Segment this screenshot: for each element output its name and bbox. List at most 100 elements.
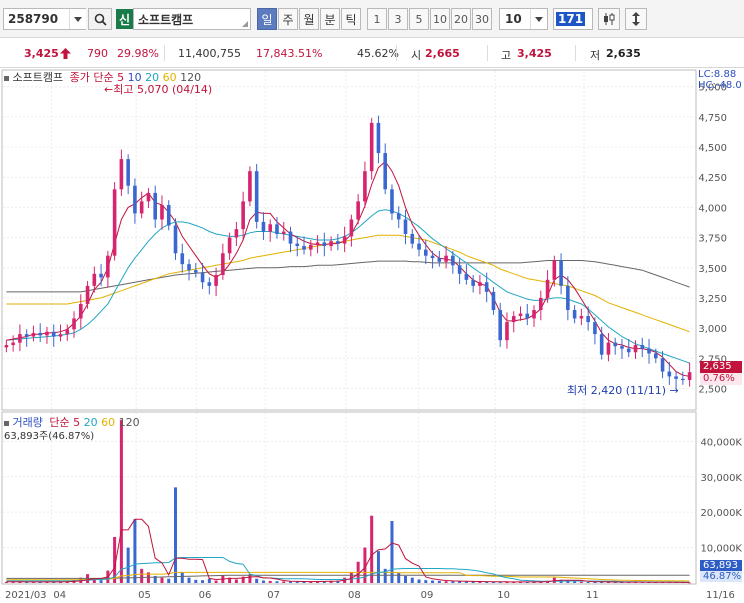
- volume-bar: [579, 581, 583, 583]
- period-month-button[interactable]: 월: [299, 8, 319, 30]
- period-week-button[interactable]: 주: [278, 8, 298, 30]
- candle-body: [295, 243, 300, 247]
- volume-bar: [370, 515, 374, 583]
- minute-unit-5[interactable]: 5: [409, 8, 429, 30]
- left-arrow-icon: ←: [104, 83, 114, 96]
- count-dropdown-button[interactable]: [530, 9, 547, 29]
- high-annotation-text: 최고 5,070 (04/14): [113, 83, 213, 96]
- volume-bar: [289, 581, 292, 583]
- candle-body: [491, 291, 496, 311]
- legend-vol-ma120[interactable]: 120: [118, 416, 140, 429]
- volume-bar: [404, 575, 407, 583]
- open-label: 시: [411, 49, 422, 62]
- candle-body: [302, 246, 306, 250]
- volume-bar: [295, 581, 299, 583]
- volume-bar: [586, 581, 590, 583]
- chevron-down-icon: [535, 16, 543, 22]
- divider: [396, 45, 397, 61]
- legend-price-label[interactable]: 종가 단순: [69, 71, 114, 84]
- current-price: 3,425: [24, 47, 59, 60]
- high-annotation: ←최고 5,070 (04/14): [104, 81, 212, 97]
- volume-bar: [113, 536, 117, 583]
- volume-bar: [228, 577, 232, 583]
- volume-bar: [471, 581, 475, 583]
- volume-bar: [498, 581, 502, 583]
- volume-bar: [322, 581, 326, 583]
- volume-bar: [126, 547, 130, 583]
- volume-bar: [383, 568, 387, 583]
- candle-body: [444, 255, 448, 262]
- volume-bar: [485, 581, 489, 583]
- candle-body: [119, 159, 124, 190]
- volume-bar: [99, 580, 103, 583]
- minute-unit-20[interactable]: 20: [451, 8, 471, 30]
- current-volume-tag: 63,893: [700, 560, 742, 571]
- period-minute-button[interactable]: 분: [320, 8, 340, 30]
- candle-body: [410, 233, 415, 244]
- candle-style-button[interactable]: [598, 8, 620, 30]
- candle-body: [85, 285, 90, 304]
- up-arrow-icon: [60, 48, 71, 59]
- legend-ma10[interactable]: 10: [127, 71, 142, 84]
- candle-body: [112, 189, 117, 256]
- minute-unit-30[interactable]: 30: [472, 8, 492, 30]
- minute-unit-10[interactable]: 10: [430, 8, 450, 30]
- legend-ma120[interactable]: 120: [180, 71, 202, 84]
- count-select-value: 10: [505, 12, 522, 26]
- candle-body: [396, 213, 401, 220]
- candle-body: [322, 242, 327, 247]
- candle-body: [45, 331, 49, 336]
- candle-body: [363, 171, 367, 202]
- period-day-button[interactable]: 일: [257, 8, 277, 30]
- ma60-line: [6, 234, 690, 333]
- legend-vol-ma20[interactable]: 20: [83, 416, 98, 429]
- candle-body: [31, 332, 36, 337]
- count-input[interactable]: 171: [553, 8, 593, 30]
- candle-body: [166, 204, 171, 226]
- legend-vol-ma60[interactable]: 60: [101, 416, 116, 429]
- price-tick-label: 3,000: [698, 324, 727, 335]
- legend-vol-ma5[interactable]: 5: [73, 416, 81, 429]
- candle-body: [65, 329, 70, 335]
- volume-bar: [376, 551, 380, 583]
- minute-unit-1[interactable]: 1: [367, 8, 387, 30]
- expand-vertical-button[interactable]: [625, 8, 647, 30]
- candle-body: [383, 153, 388, 190]
- volume-tick-label: 40,000K: [700, 437, 742, 448]
- candle-body: [160, 204, 164, 220]
- count-select[interactable]: 10: [499, 8, 548, 30]
- legend-ma20[interactable]: 20: [145, 71, 160, 84]
- candle-body: [532, 310, 536, 319]
- legend-volume-label[interactable]: 단순: [49, 416, 70, 429]
- chart-area[interactable]: 2,500 2,750 3,000 3,250 3,500 3,750 4,000 4,250…: [0, 68, 744, 603]
- x-tick-label: 08: [348, 590, 361, 601]
- search-button[interactable]: [88, 8, 112, 30]
- open-price: 2,665: [425, 47, 460, 60]
- volume-bar: [512, 582, 516, 583]
- stock-name-field[interactable]: 소프트캠프: [133, 8, 251, 30]
- legend-ma5[interactable]: 5: [117, 71, 125, 84]
- period-tick-button[interactable]: 틱: [341, 8, 361, 30]
- volume-ma5-line: [6, 518, 690, 583]
- divider: [164, 45, 165, 61]
- minute-unit-3[interactable]: 3: [388, 8, 408, 30]
- stock-code-input[interactable]: 258790: [3, 8, 86, 30]
- candle-body: [451, 255, 455, 266]
- legend-ma60[interactable]: 60: [162, 71, 177, 84]
- legend-stock-name[interactable]: 소프트캠프: [12, 71, 64, 84]
- count-input-value: 171: [556, 12, 586, 26]
- volume-bar: [390, 521, 394, 583]
- x-tick-label: 07: [267, 590, 280, 601]
- volume-bar: [606, 582, 610, 583]
- candle-body: [221, 253, 225, 276]
- volume-bar: [417, 579, 421, 583]
- x-tick-label: 2021/03: [5, 590, 47, 601]
- stock-chart[interactable]: 2,500 2,750 3,000 3,250 3,500 3,750 4,000 4,250…: [0, 68, 744, 603]
- legend-volume-name[interactable]: 거래량: [12, 416, 43, 429]
- candle-body: [559, 260, 563, 286]
- code-dropdown-button[interactable]: [69, 9, 86, 29]
- volume-bar: [207, 578, 211, 583]
- candle-body: [681, 378, 685, 381]
- price-change-pct: 29.98%: [117, 47, 159, 60]
- candle-body: [207, 282, 212, 286]
